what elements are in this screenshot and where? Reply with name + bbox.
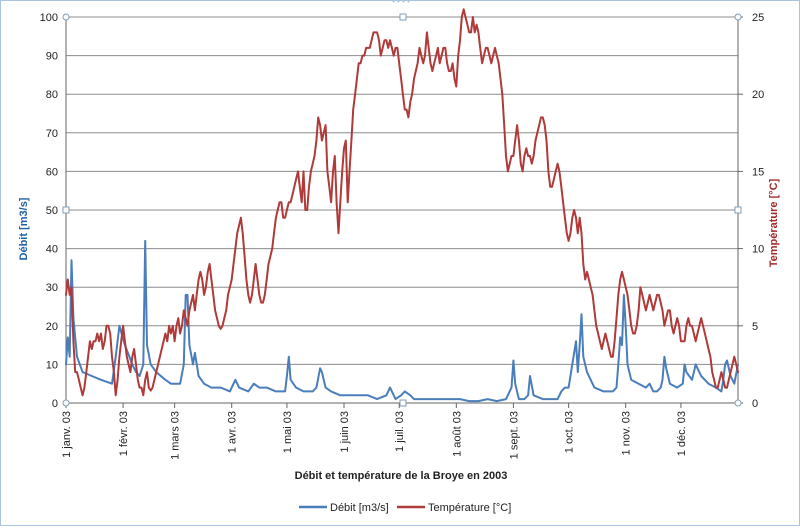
left-tick-label: 70 [46,128,58,140]
left-tick-label: 50 [46,205,58,217]
right-tick-label: 5 [752,321,758,333]
right-axis-label: Température [°C] [768,178,780,267]
left-axis-ticks: 0 10 20 30 40 50 60 70 80 90 100 [40,12,58,410]
handle-middle-right[interactable] [734,206,742,214]
right-tick-label: 0 [752,398,758,410]
x-tick-label: 1 janv. 03 [61,411,73,458]
handle-top-right[interactable] [734,13,742,21]
right-tick-label: 15 [752,166,764,178]
handle-top-left[interactable] [62,13,70,21]
gridlines [66,16,738,404]
x-tick-label: 1 mai 03 [282,411,294,453]
chart-title: Débit et température de la Broye en 2003 [295,470,508,482]
x-tick-label: 1 sept. 03 [508,411,520,459]
x-tick-label: 1 nov. 03 [621,411,633,455]
right-tick-label: 20 [752,89,764,101]
handle-middle-left[interactable] [62,206,70,214]
x-tick-label: 1 juin 03 [339,411,351,453]
left-tick-label: 20 [46,321,58,333]
left-tick-label: 40 [46,244,58,256]
legend-label-temperature: Température [°C] [428,502,511,514]
left-tick-label: 30 [46,282,58,294]
right-tick-label: 10 [752,244,764,256]
left-axis-label: Débit [m3/s] [18,197,30,260]
series-group [65,8,739,403]
series-line-temperature [65,8,739,397]
handle-bottom-right[interactable] [734,399,742,407]
legend: Débit [m3/s] Température [°C] [299,502,511,514]
left-tick-label: 60 [46,166,58,178]
x-tick-label: 1 mars 03 [170,411,182,460]
left-tick-label: 90 [46,51,58,63]
left-tick-label: 100 [40,12,58,24]
right-axis-ticks: 0 5 10 15 20 25 [738,12,764,410]
series-line-debit [65,239,739,403]
x-tick-label: 1 avr. 03 [227,411,239,453]
handle-bottom-left[interactable] [62,399,70,407]
handle-bottom-center[interactable] [399,399,407,407]
left-tick-label: 0 [52,398,58,410]
x-tick-label: 1 juil. 03 [394,411,406,452]
x-tick-label: 1 oct. 03 [564,411,576,453]
frame-top-grip[interactable]: • • • • [392,0,410,6]
right-tick-label: 25 [752,12,764,24]
selection-handles[interactable] [62,13,742,407]
handle-top-center[interactable] [399,13,407,21]
x-axis-ticks: 1 janv. 03 1 févr. 03 1 mars 03 1 avr. 03 1 … [61,403,688,460]
x-tick-label: 1 août 03 [451,411,463,457]
x-tick-label: 1 févr. 03 [118,411,130,456]
x-tick-label: 1 déc. 03 [676,411,688,456]
left-tick-label: 80 [46,89,58,101]
left-tick-label: 10 [46,359,58,371]
legend-label-debit: Débit [m3/s] [330,502,389,514]
